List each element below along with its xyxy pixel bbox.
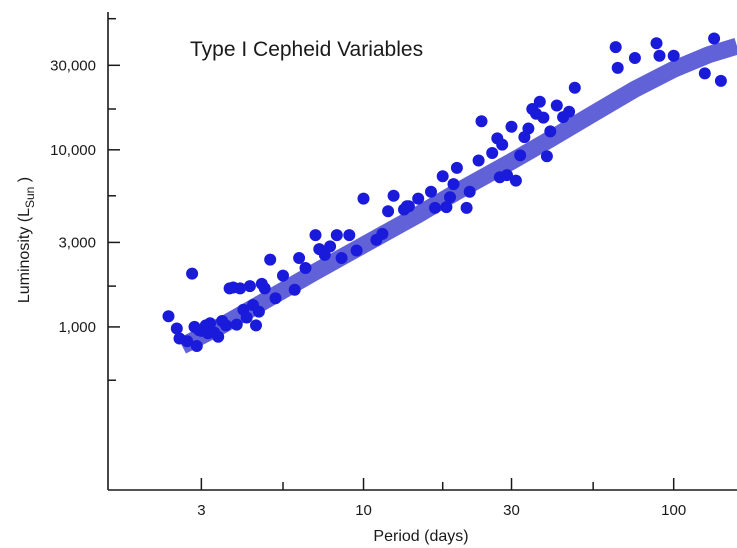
data-point (650, 37, 663, 50)
data-point (429, 201, 441, 214)
x-axis-label: Period (days) (373, 528, 468, 545)
data-point (162, 310, 175, 323)
data-point (181, 335, 194, 348)
y-axis-label-end: ) (16, 177, 33, 187)
data-point (505, 120, 518, 133)
data-point (425, 185, 437, 198)
data-point (190, 340, 203, 352)
y-tick-label: 1,000 (58, 319, 96, 336)
data-point (537, 111, 550, 124)
data-point (277, 269, 289, 282)
data-point (243, 280, 256, 293)
data-point (475, 115, 488, 128)
x-tick-label: 10 (355, 502, 372, 519)
data-point (698, 67, 711, 80)
data-point (611, 61, 624, 74)
trend-line-path (178, 37, 737, 354)
data-point (550, 99, 563, 112)
data-point (440, 201, 453, 214)
data-point (667, 49, 680, 62)
data-point (309, 229, 322, 242)
data-point (350, 244, 363, 257)
data-point (522, 122, 535, 135)
data-point (460, 201, 473, 214)
x-tick-label: 100 (661, 502, 686, 519)
data-point (501, 169, 513, 182)
data-point (258, 282, 271, 295)
data-point (563, 105, 576, 118)
y-tick-label: 3,000 (58, 234, 96, 251)
data-point (335, 252, 348, 264)
data-point (387, 189, 400, 202)
data-point (540, 150, 553, 163)
data-point (330, 229, 343, 242)
data-point (444, 191, 456, 204)
data-point (299, 262, 312, 274)
data-point (463, 185, 476, 198)
y-axis-label-subscript: Sun (23, 187, 37, 208)
data-point (230, 318, 243, 331)
data-point (219, 319, 232, 332)
data-point (486, 147, 499, 159)
data-point (628, 52, 641, 64)
data-point (250, 319, 262, 332)
data-point (324, 240, 337, 253)
chart-title: Type I Cepheid Variables (190, 38, 423, 61)
data-point (252, 305, 265, 318)
y-axis-label-main: Luminosity (L (16, 208, 33, 303)
data-point (653, 49, 666, 62)
data-point (234, 282, 247, 295)
data-point (514, 149, 527, 162)
trend-line (178, 37, 737, 354)
data-point (496, 138, 509, 151)
data-point (533, 95, 546, 108)
data-point (436, 170, 449, 183)
y-axis-label: Luminosity (LSun ) (16, 177, 37, 303)
x-tick-label: 3 (197, 502, 205, 519)
data-point (568, 81, 581, 94)
axis-ticks: 3 10 30 100 1,000 3,000 10,000 30,000 (50, 17, 686, 519)
data-point (357, 192, 370, 205)
data-point (204, 317, 217, 330)
data-point (343, 229, 356, 242)
data-point (472, 154, 485, 167)
data-point (382, 205, 395, 218)
data-point (264, 253, 277, 266)
data-point (412, 192, 425, 205)
data-point (509, 174, 522, 187)
data-point (212, 330, 225, 343)
data-point (240, 311, 253, 324)
data-point (293, 252, 306, 264)
data-point (269, 292, 282, 305)
data-point (170, 322, 183, 335)
data-point (708, 32, 721, 45)
data-point (714, 74, 727, 87)
y-tick-label: 30,000 (50, 57, 96, 74)
data-point (186, 267, 199, 280)
data-point (609, 41, 622, 54)
data-point (447, 178, 460, 191)
data-point (450, 161, 463, 174)
data-point (376, 227, 389, 240)
x-tick-label: 30 (503, 502, 520, 519)
data-point (544, 125, 557, 138)
y-tick-label: 10,000 (50, 142, 96, 159)
data-point (288, 283, 301, 296)
data-point (402, 200, 415, 213)
data-points (162, 32, 727, 352)
